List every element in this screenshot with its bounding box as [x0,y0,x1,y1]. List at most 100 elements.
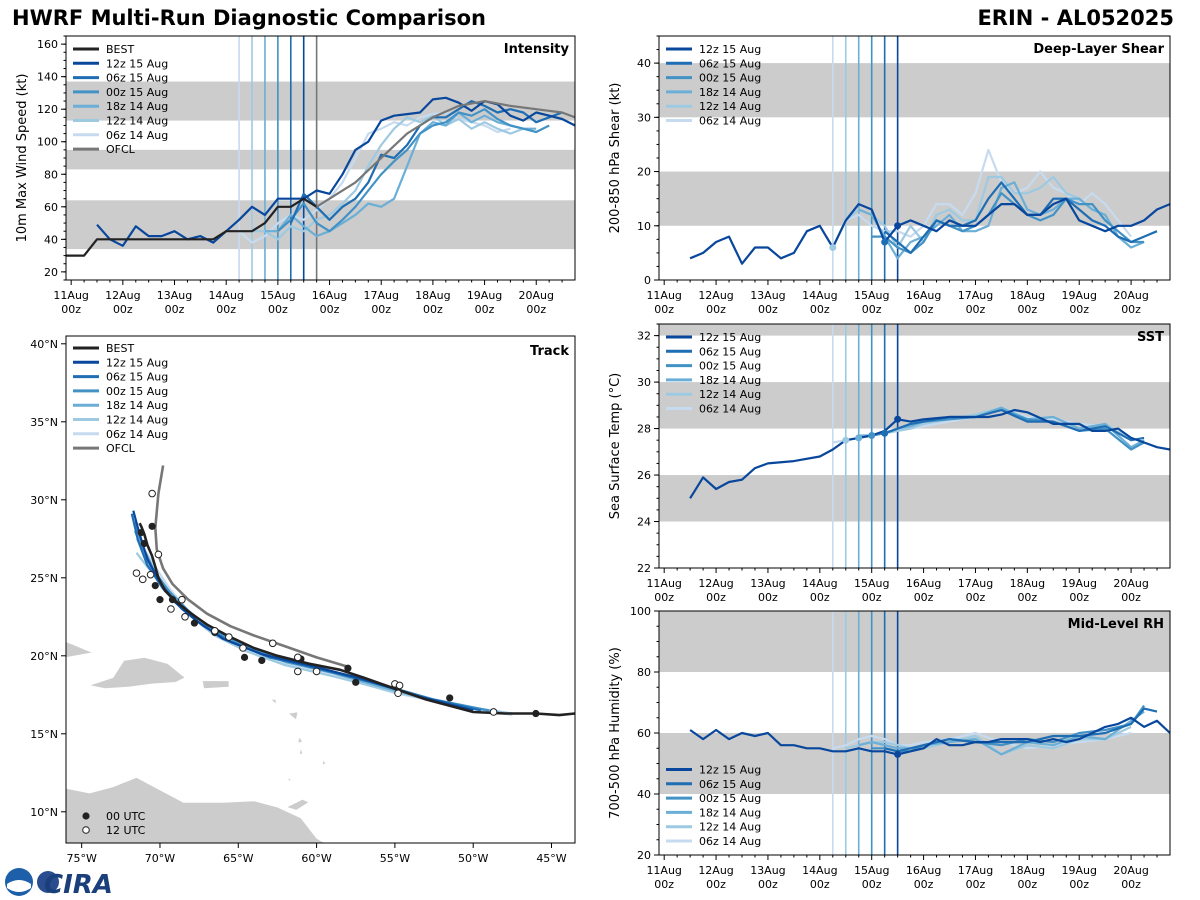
init-marker [881,238,889,246]
init-marker [894,750,902,758]
track-line [130,513,482,712]
x-tick-label-date: 20Aug [1113,864,1148,877]
y-tick-label: 20 [637,166,651,179]
panel-track: 75°W 70°W 65°W 60°W 55°W 50°W 45°W 10°N 15°N 20°N… [30,335,576,865]
y-tick-label: 160 [37,38,58,51]
land-mass [286,798,310,811]
fix-00utc [140,539,148,548]
y-tick-label: 32 [637,330,651,343]
x-tick-label-date: 15Aug [854,864,889,877]
x-tick-label-hour: 00z [423,303,443,316]
series-line [316,99,575,208]
series-line [871,192,1145,254]
x-tick-label-date: 15Aug [854,289,889,302]
legend-marker-12utc [82,826,90,834]
init-marker [855,434,863,442]
fix-12utc [167,605,175,613]
threshold-band [659,171,1170,226]
y-tick-label: 30 [637,111,651,124]
x-tick-label-date: 17Aug [958,864,993,877]
y-tick-label: 15°N [30,728,58,741]
x-tick-label-hour: 00z [371,303,391,316]
land-mass [299,747,303,755]
x-tick-label-date: 18Aug [1010,289,1045,302]
x-tick-label-date: 13Aug [750,577,785,590]
x-tick-label-date: 19Aug [1061,577,1096,590]
y-tick-label: 22 [637,562,651,575]
x-tick-label-hour: 00z [526,303,546,316]
legend-entry: 06z 15 Aug [699,345,761,358]
storm-id-title: ERIN - AL052025 [977,6,1174,30]
y-tick-label: 140 [37,71,58,84]
y-tick-label: 20 [637,849,651,862]
legend-entry: 12z 15 Aug [106,356,168,369]
x-tick-label-hour: 00z [1069,878,1089,891]
series-line [884,707,1158,753]
x-tick-label-hour: 00z [758,591,778,604]
y-tick-label: 100 [630,605,651,618]
x-tick-label-hour: 00z [1017,303,1037,316]
y-tick-label: 40 [44,233,58,246]
legend-entry: 06z 14 Aug [699,403,761,416]
x-tick-label-hour: 00z [1121,591,1141,604]
x-tick-label: 50°W [458,852,488,865]
legend-entry: OFCL [106,143,136,156]
panel-sst: 22242628303211Aug00z12Aug00z13Aug00z14Au… [608,323,1171,604]
y-tick-label: 60 [44,201,58,214]
legend-entry: 06z 15 Aug [699,57,761,70]
init-marker [881,429,889,437]
x-tick-label-hour: 00z [914,303,934,316]
x-tick-label-hour: 00z [862,878,882,891]
fix-12utc [268,639,277,648]
agency-logos: CIRA [5,868,113,898]
x-tick-label-hour: 00z [810,878,830,891]
x-tick-label-hour: 00z [654,878,674,891]
x-tick-label-hour: 00z [862,591,882,604]
threshold-band [659,324,1170,336]
x-tick-label-hour: 00z [706,878,726,891]
y-tick-label: 80 [637,666,651,679]
x-tick-label-date: 16Aug [906,864,941,877]
legend-entry: 06z 14 Aug [106,428,168,441]
legend-entry: 12z 15 Aug [699,764,761,777]
y-tick-label: 35°N [30,416,58,429]
x-tick-label-date: 14Aug [802,289,837,302]
x-tick-label-hour: 00z [1017,591,1037,604]
x-tick-label-date: 13Aug [750,864,785,877]
y-tick-label: 80 [44,168,58,181]
x-tick-label-hour: 00z [810,303,830,316]
series-line [252,114,524,241]
x-tick-label: 45°W [536,852,566,865]
axes-frame [65,335,576,844]
fix-12utc [395,681,404,690]
x-tick-label-date: 17Aug [958,289,993,302]
series-line [884,408,1145,442]
x-tick-label-hour: 00z [966,303,986,316]
fix-12utc [293,667,302,676]
x-tick-label-hour: 00z [654,591,674,604]
fix-00utc [240,653,249,661]
x-tick-label-date: 13Aug [157,289,192,302]
legend-entry: 06z 15 Aug [106,72,168,85]
x-tick-label-hour: 00z [1017,878,1037,891]
x-tick-label-date: 15Aug [854,577,889,590]
series-line [689,197,1170,265]
legend-entry: 18z 14 Aug [699,374,761,387]
x-tick-label-date: 11Aug [646,289,681,302]
x-tick-label: 75°W [66,852,96,865]
x-tick-label-date: 19Aug [1061,864,1096,877]
x-tick-label-hour: 00z [1069,591,1089,604]
fix-12utc [312,667,321,676]
x-tick-label-date: 14Aug [208,289,243,302]
panel-label: Intensity [504,42,570,57]
legend-entry: 00z 15 Aug [106,86,168,99]
fix-00utc [151,582,159,590]
legend-entry: 12z 14 Aug [106,414,168,427]
fix-12utc [181,613,189,621]
legend-entry: 12z 14 Aug [699,100,761,113]
y-tick-label: 0 [644,274,651,287]
y-tick-label: 120 [37,103,58,116]
x-tick-label-date: 16Aug [312,289,347,302]
legend-entry: 06z 14 Aug [699,115,761,128]
